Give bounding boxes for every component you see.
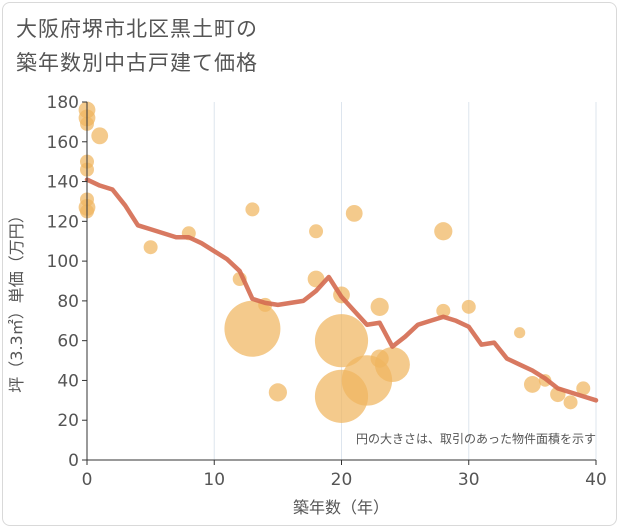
bubble-point-13 [224, 300, 281, 357]
bubble-point-23 [370, 297, 389, 316]
y-tick-label-160: 160 [47, 133, 79, 153]
y-tick-label-40: 40 [57, 371, 79, 391]
x-tick-label-10: 10 [203, 470, 225, 490]
y-tick-label-180: 180 [47, 93, 79, 113]
y-tick-label-140: 140 [47, 173, 79, 193]
bubble-point-19 [314, 314, 369, 368]
bubble-point-12 [245, 202, 260, 217]
x-tick-label-20: 20 [331, 470, 353, 490]
chart-title: 大阪府堺市北区黒土町の 築年数別中古戸建て価格 [16, 12, 258, 80]
trend-series [84, 177, 599, 403]
bubble-point-29 [514, 327, 526, 339]
x-tick-label-30: 30 [458, 470, 480, 490]
bubble-point-34 [576, 381, 591, 396]
bubble-point-27 [436, 303, 451, 318]
x-axis-label: 築年数（年） [293, 498, 389, 517]
grid-lines [213, 102, 597, 460]
y-tick-label-100: 100 [47, 252, 79, 272]
bubble-point-30 [523, 376, 541, 393]
bubble-point-3 [91, 127, 109, 145]
chart-title-line-2: 築年数別中古戸建て価格 [16, 51, 258, 75]
x-tick-label-0: 0 [82, 470, 93, 490]
bubble-point-16 [309, 224, 324, 239]
bubble-point-15 [268, 383, 287, 402]
bubble-point-9 [143, 240, 158, 255]
bubble-point-33 [563, 395, 578, 410]
bubble-point-28 [461, 299, 476, 314]
bubble-point-26 [434, 222, 453, 241]
y-tick-label-120: 120 [47, 212, 79, 232]
y-tick-label-80: 80 [57, 292, 79, 312]
bubble-series [78, 101, 591, 423]
axes: 0 20 40 60 80 100 120 140 160 180 0 10 20 30 40 [47, 93, 607, 490]
chart-card [2, 2, 617, 526]
x-tick-label-40: 40 [585, 470, 607, 490]
y-tick-label-60: 60 [57, 332, 79, 352]
bubble-point-21 [345, 204, 363, 222]
bubble-point-25 [374, 347, 410, 383]
y-tick-label-20: 20 [57, 411, 79, 431]
trend-line [84, 177, 599, 403]
chart-title-line-1: 大阪府堺市北区黒土町の [16, 17, 258, 41]
size-legend-note: 円の大きさは、取引のあった物件面積を示す [356, 431, 596, 446]
y-tick-label-0: 0 [68, 451, 79, 471]
y-axis-label: 坪（3.3㎡）単価（万円） [7, 207, 26, 392]
